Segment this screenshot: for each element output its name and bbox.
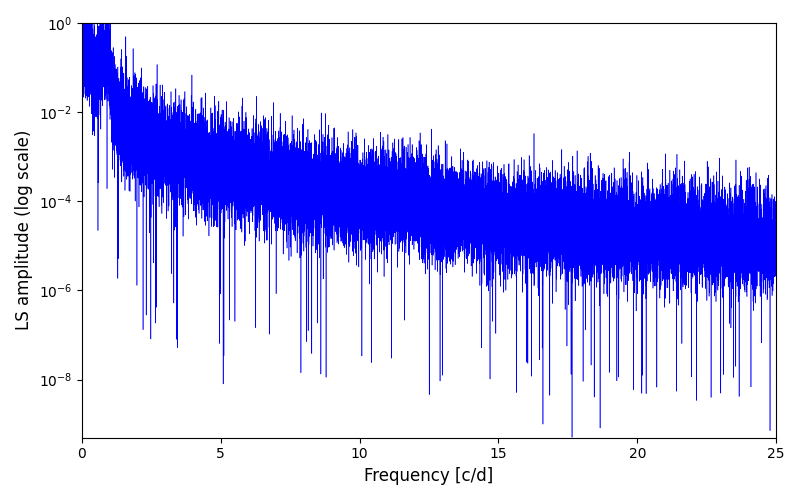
Y-axis label: LS amplitude (log scale): LS amplitude (log scale)	[15, 130, 33, 330]
X-axis label: Frequency [c/d]: Frequency [c/d]	[364, 467, 494, 485]
